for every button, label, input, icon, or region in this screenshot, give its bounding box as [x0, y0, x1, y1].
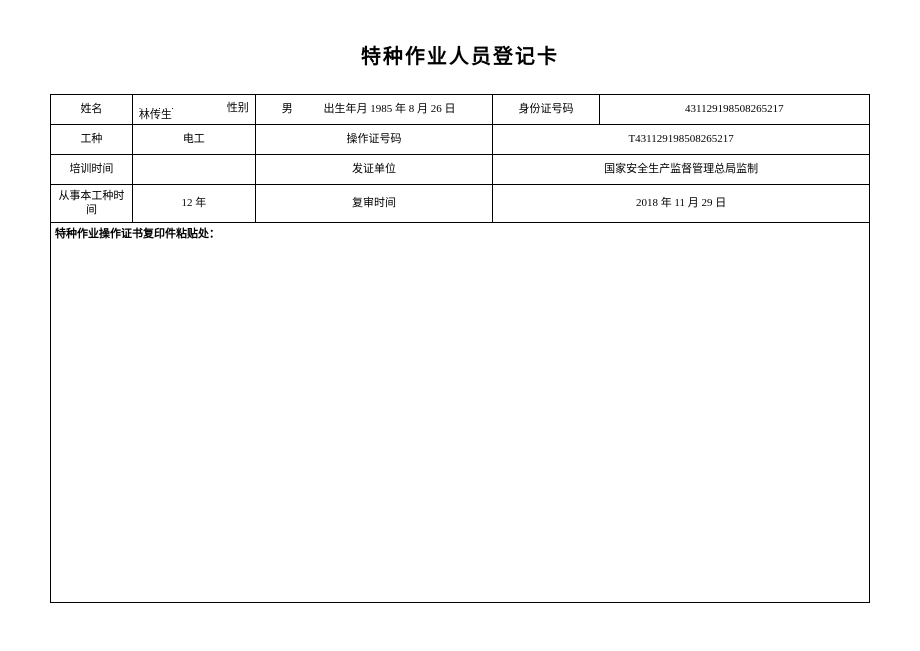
training-value: [132, 155, 255, 185]
document-title: 特种作业人员登记卡: [50, 40, 870, 69]
gender-birth-cell: 男 出生年月 1985 年 8 月 26 日: [255, 95, 493, 125]
gender-label: 性别: [227, 101, 249, 115]
workyears-label: 从事本工种时间: [51, 185, 133, 223]
name-value: 林传生: [139, 108, 172, 122]
birth-value: 1985 年 8 月 26 日: [370, 103, 455, 115]
review-label: 复审时间: [255, 185, 493, 223]
table-row: 培训时间 发证单位 国家安全生产监督管理总局监制: [51, 155, 870, 185]
table-row: 工种 电工 操作证号码 T431129198508265217: [51, 125, 870, 155]
birth-label: 出生年月: [323, 103, 367, 115]
table-row: 特种作业操作证书复印件粘贴处：: [51, 222, 870, 602]
workyears-value: 12 年: [132, 185, 255, 223]
table-row: 姓名 . . . . . . 性别 林传生 男 出生年月 1985 年 8 月 …: [51, 95, 870, 125]
training-label: 培训时间: [51, 155, 133, 185]
issuing-label: 发证单位: [255, 155, 493, 185]
gender-value: 男: [282, 102, 293, 116]
issuing-value: 国家安全生产监督管理总局监制: [493, 155, 870, 185]
id-value: 431129198508265217: [599, 95, 869, 125]
certnum-label: 操作证号码: [255, 125, 493, 155]
worktype-value: 电工: [132, 125, 255, 155]
name-gender-cell: . . . . . . 性别 林传生: [132, 95, 255, 125]
attachment-area: 特种作业操作证书复印件粘贴处：: [51, 222, 870, 602]
id-label: 身份证号码: [493, 95, 599, 125]
worktype-label: 工种: [51, 125, 133, 155]
registration-table: 姓名 . . . . . . 性别 林传生 男 出生年月 1985 年 8 月 …: [50, 94, 870, 603]
table-row: 从事本工种时间 12 年 复审时间 2018 年 11 月 29 日: [51, 185, 870, 223]
name-label: 姓名: [51, 95, 133, 125]
review-value: 2018 年 11 月 29 日: [493, 185, 870, 223]
certnum-value: T431129198508265217: [493, 125, 870, 155]
